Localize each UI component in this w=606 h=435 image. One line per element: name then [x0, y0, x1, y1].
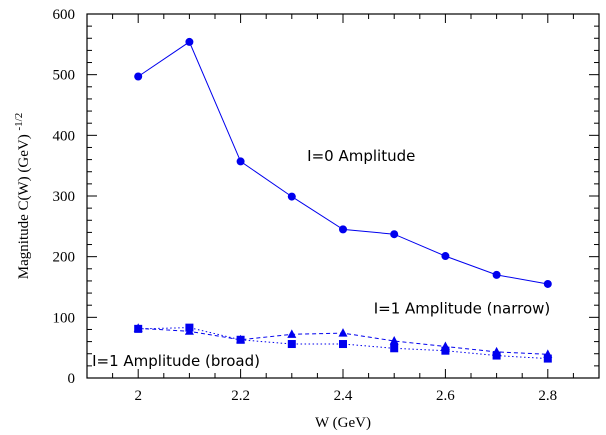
- data-point-square: [134, 324, 143, 333]
- data-point-square: [390, 344, 399, 353]
- y-axis-title-main: Magnitude C(W) (GeV): [16, 134, 32, 279]
- annotation-label: I=0 Amplitude: [307, 147, 415, 165]
- plot-area: 2 2.2 2.4 2.6 2.8 0 100 200 300 400 500 600 I=0 Amp…: [53, 7, 600, 404]
- data-point-triangle: [338, 328, 348, 337]
- data-point-square: [339, 340, 347, 349]
- data-point-circle: [339, 225, 347, 234]
- plot-frame: [86, 13, 600, 379]
- y-tick-label: 100: [53, 310, 76, 326]
- data-point-circle: [134, 72, 143, 81]
- y-axis-title: Magnitude C(W) (GeV) -1/2: [13, 113, 32, 279]
- data-point-triangle: [389, 335, 399, 345]
- y-tick-label: 300: [53, 189, 76, 205]
- data-point-triangle: [287, 329, 297, 338]
- data-point-circle: [390, 230, 399, 239]
- data-point-circle: [287, 192, 296, 201]
- data-point-circle: [185, 37, 194, 46]
- data-point-square: [543, 354, 552, 363]
- data-point-square: [287, 340, 296, 349]
- data-point-circle: [543, 279, 552, 288]
- y-tick-label: 400: [53, 128, 76, 144]
- series-circle: [134, 37, 552, 288]
- series-layer: [133, 37, 553, 363]
- x-tick-label: 2.6: [436, 388, 455, 404]
- data-point-circle: [441, 252, 450, 261]
- series-square: [134, 323, 552, 363]
- y-tick-label: 0: [68, 371, 76, 387]
- data-point-square: [492, 351, 501, 360]
- x-tick-label: 2: [134, 388, 142, 404]
- y-tick-label: 500: [53, 68, 76, 84]
- y-tick-label: 600: [53, 7, 76, 23]
- annotation-label: I=1 Amplitude (broad): [92, 352, 260, 370]
- y-axis-title-superscript: -1/2: [13, 113, 25, 131]
- data-point-circle: [492, 270, 501, 279]
- data-point-square: [236, 335, 245, 344]
- annotation-layer: I=0 Amplitude I=1 Amplitude (narrow) I=1 A…: [92, 147, 550, 370]
- data-point-circle: [236, 157, 245, 166]
- data-point-square: [441, 346, 450, 355]
- data-point-square: [185, 323, 194, 332]
- axis-ticks: 2 2.2 2.4 2.6 2.8 0 100 200 300 400 500 600: [53, 7, 600, 404]
- series-line-dotted: [138, 327, 548, 360]
- y-tick-label: 200: [53, 250, 76, 266]
- annotation-label: I=1 Amplitude (narrow): [374, 300, 551, 318]
- x-axis-title: W (GeV): [315, 415, 371, 431]
- x-tick-label: 2.4: [334, 388, 353, 404]
- x-tick-label: 2.8: [538, 388, 557, 404]
- x-tick-label: 2.2: [231, 388, 250, 404]
